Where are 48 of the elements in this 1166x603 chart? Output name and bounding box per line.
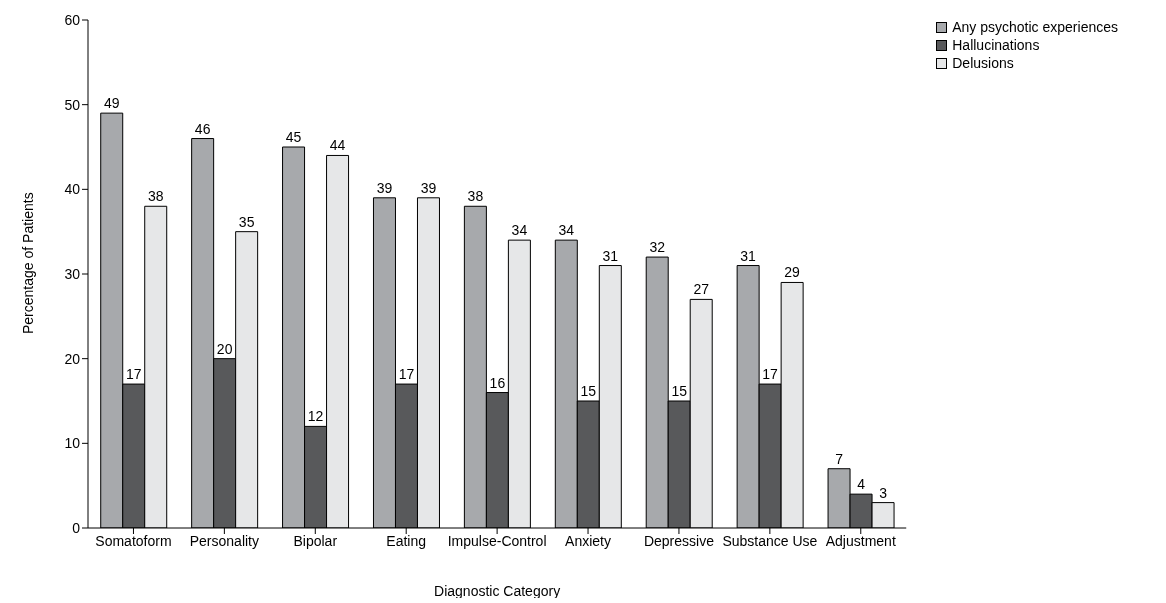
y-tick-label: 10 — [64, 435, 81, 452]
x-tick-label: Eating — [386, 532, 427, 549]
y-axis-title: Percentage of Patients — [19, 192, 36, 334]
data-label: 49 — [103, 95, 120, 112]
data-label: 27 — [693, 281, 710, 298]
data-label: 39 — [420, 179, 437, 196]
data-label: 15 — [671, 383, 688, 399]
data-label: 35 — [238, 213, 255, 230]
data-label: 17 — [762, 366, 779, 383]
data-label: 15 — [580, 383, 597, 399]
data-label: 31 — [740, 247, 757, 264]
x-tick-label: Somatoform — [95, 532, 172, 549]
data-label: 16 — [489, 374, 506, 391]
data-label: 45 — [285, 129, 302, 145]
x-tick-label: Personality — [189, 532, 260, 549]
data-label: 44 — [329, 137, 346, 154]
data-label: 32 — [649, 239, 666, 256]
legend-label: Any psychotic experiences — [952, 18, 1118, 36]
data-label: 4 — [857, 476, 866, 493]
x-axis-title: Diagnostic Category — [434, 583, 561, 599]
y-tick-label: 40 — [64, 181, 81, 198]
x-tick-label: Depressive — [643, 532, 715, 549]
data-label: 7 — [835, 450, 844, 467]
data-label: 38 — [147, 188, 164, 205]
data-label: 39 — [376, 179, 393, 196]
x-tick-label: Impulse-Control — [447, 532, 547, 549]
x-tick-label: Bipolar — [293, 532, 338, 549]
data-label: 29 — [784, 264, 801, 281]
data-label: 12 — [307, 408, 324, 425]
y-tick-label: 0 — [72, 519, 81, 536]
data-label: 17 — [125, 366, 142, 383]
data-label: 46 — [194, 120, 211, 137]
x-tick-label: Substance Use — [722, 532, 818, 549]
data-label: 38 — [467, 188, 484, 205]
data-label: 31 — [602, 247, 619, 264]
x-tick-label: Adjustment — [825, 532, 896, 549]
data-label: 34 — [558, 222, 575, 239]
y-tick-label: 30 — [64, 265, 81, 282]
data-label: 34 — [511, 222, 528, 239]
y-tick-label: 20 — [64, 350, 81, 367]
data-label: 3 — [879, 484, 888, 501]
x-tick-label: Anxiety — [565, 532, 611, 549]
data-label: 17 — [398, 366, 415, 383]
legend-label: Hallucinations — [952, 36, 1040, 54]
data-label: 20 — [216, 340, 233, 357]
y-tick-label: 60 — [64, 11, 81, 28]
legend-label: Delusions — [952, 54, 1014, 72]
y-tick-label: 50 — [64, 96, 81, 113]
